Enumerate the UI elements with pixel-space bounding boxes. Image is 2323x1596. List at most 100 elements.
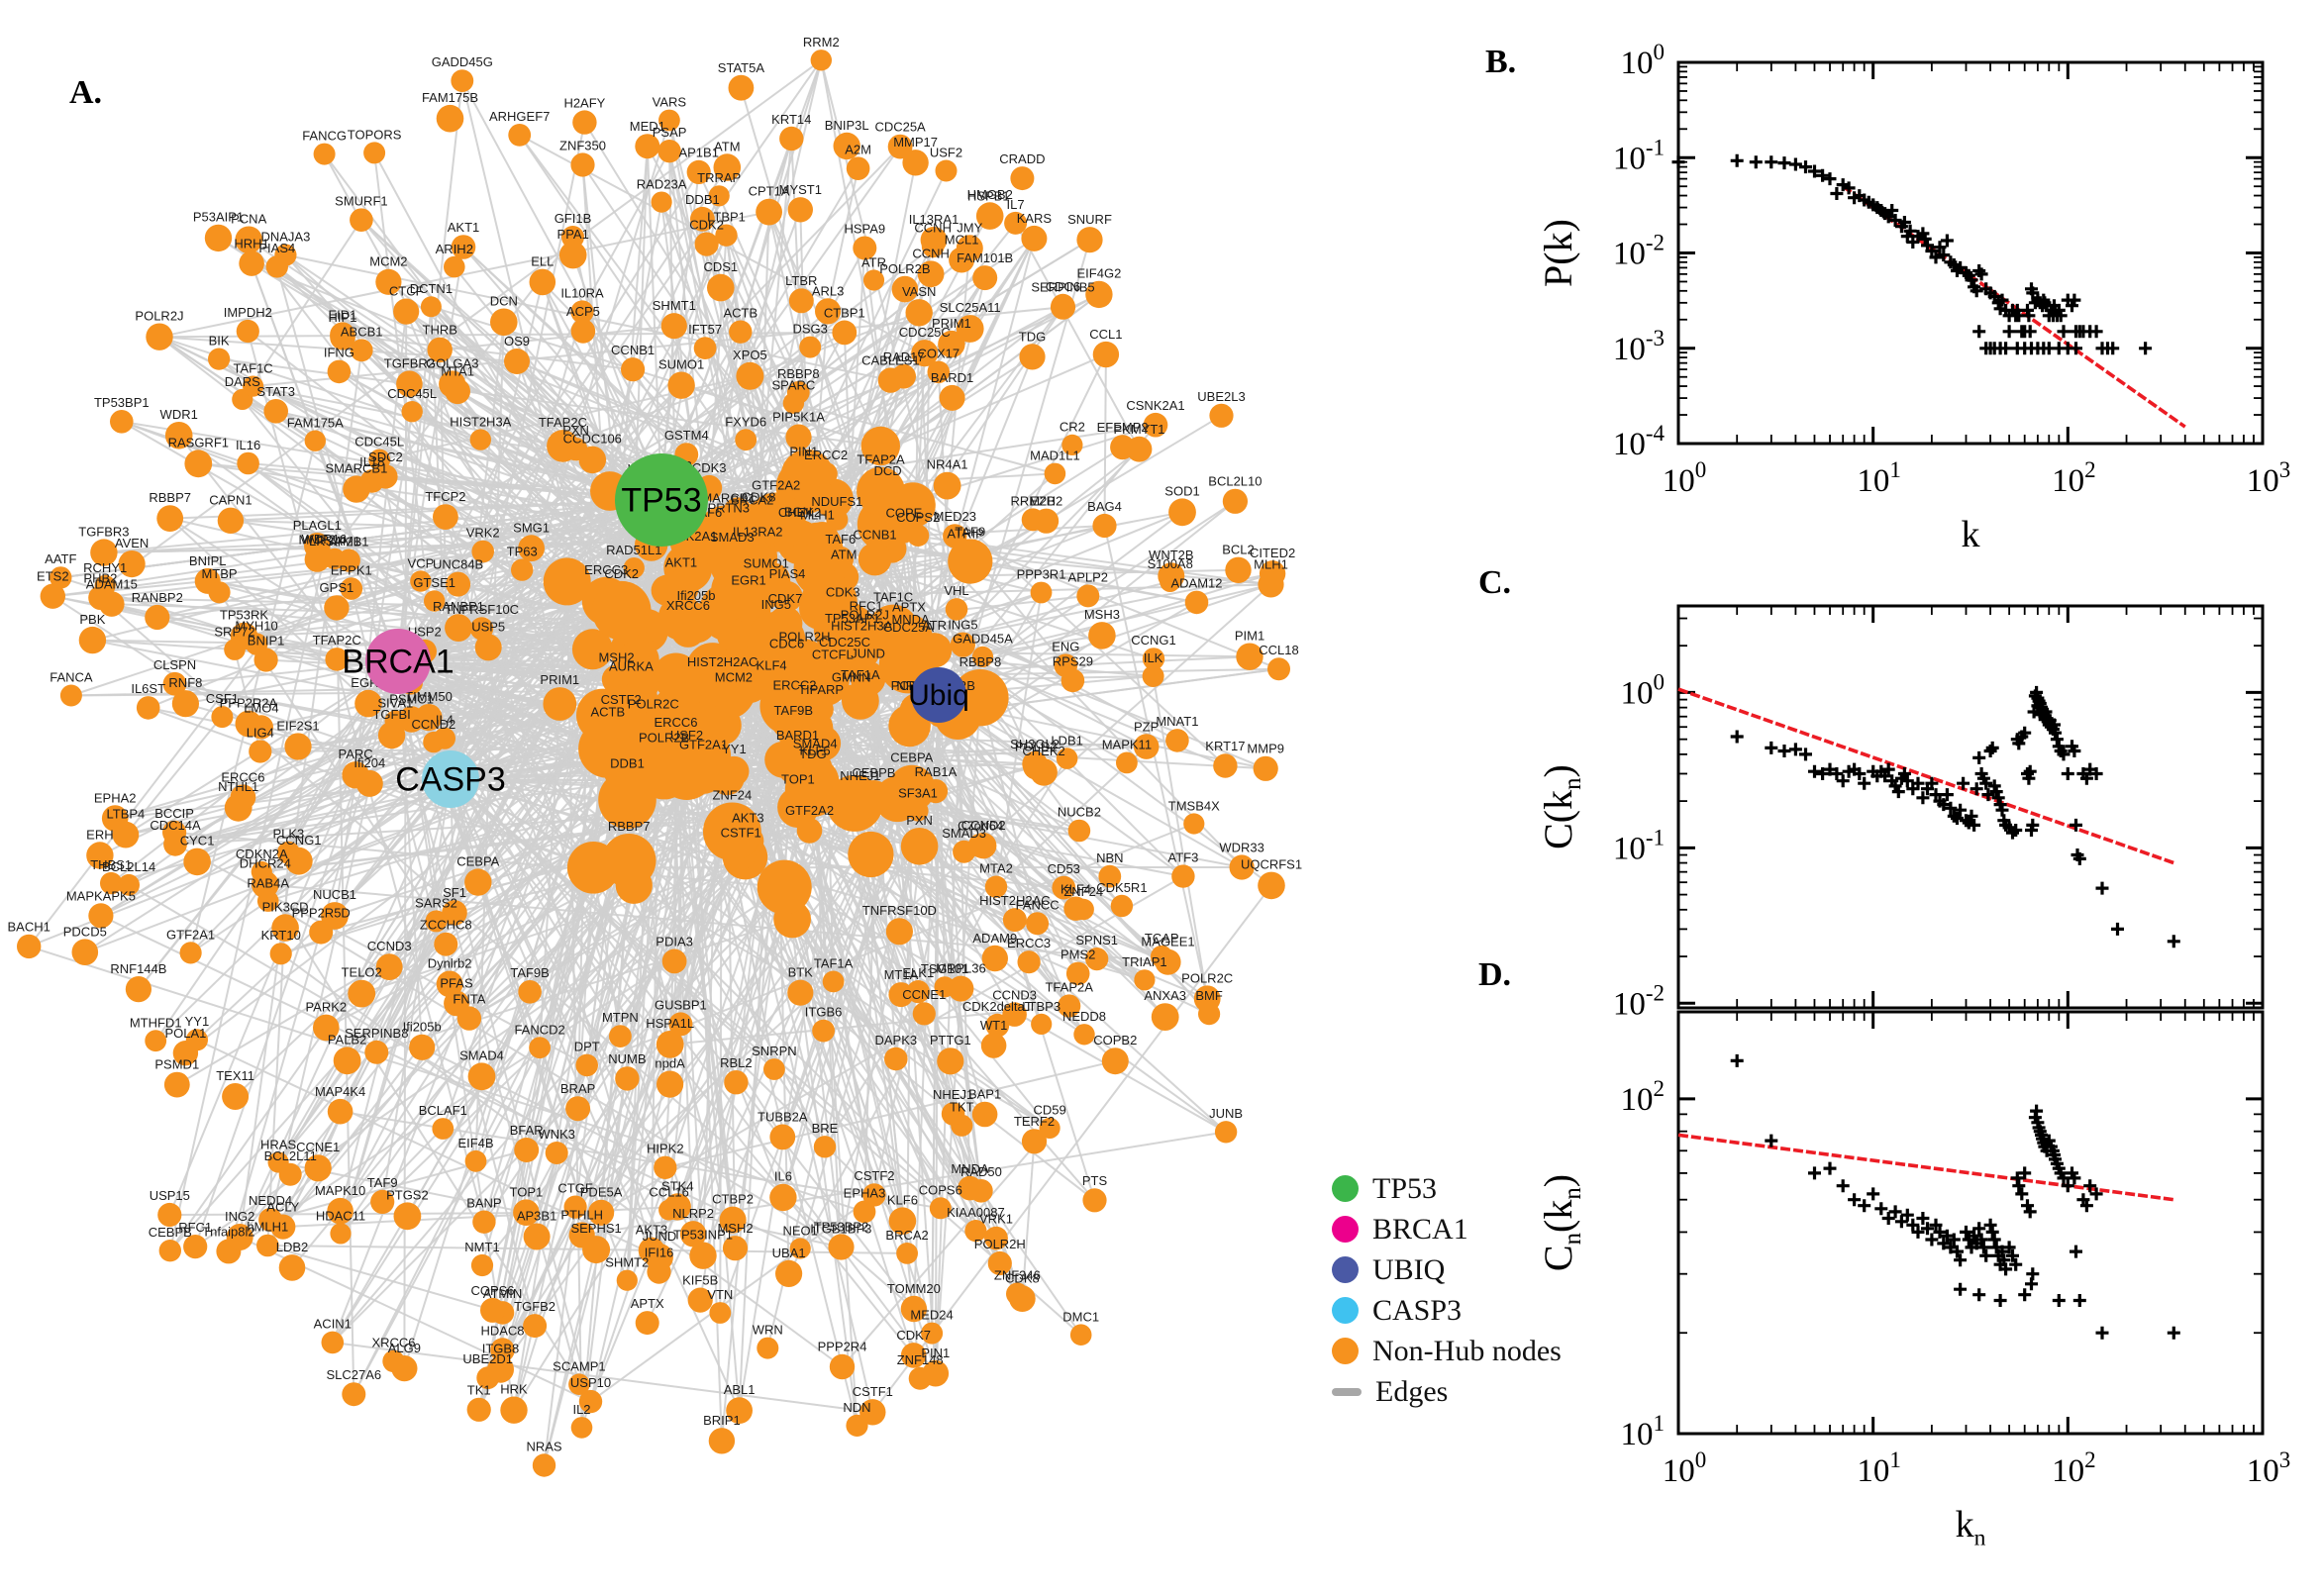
network-node-label: EIF2S1 bbox=[276, 718, 319, 733]
network-node-label: PTTG1 bbox=[930, 1033, 971, 1047]
network-node bbox=[661, 948, 687, 974]
network-node bbox=[715, 224, 738, 247]
network-node-label: XRCC6 bbox=[371, 1336, 415, 1350]
network-node-label: MSH3 bbox=[1084, 607, 1120, 622]
network-node-label: CDKN2A bbox=[236, 847, 288, 861]
network-node-label: TFAP2C bbox=[313, 633, 361, 648]
network-node-label: CEBPA bbox=[890, 750, 933, 765]
network-node bbox=[364, 1040, 389, 1064]
network-node-label: IMPDH2 bbox=[224, 305, 272, 320]
network-node bbox=[1072, 898, 1094, 921]
network-node bbox=[136, 696, 160, 720]
network-node-label: IL10RA bbox=[560, 285, 604, 300]
hub-label-ubiq: Ubiq bbox=[908, 679, 969, 712]
network-node bbox=[812, 1019, 835, 1043]
network-node-label: MED24 bbox=[910, 1308, 953, 1323]
network-node-label: LDB1 bbox=[1051, 733, 1083, 748]
network-node-label: FANCA bbox=[50, 670, 93, 685]
network-node bbox=[570, 319, 596, 344]
network-node-label: GTF2A2 bbox=[752, 478, 800, 493]
network-node bbox=[832, 320, 858, 346]
network-node bbox=[769, 1124, 796, 1150]
network-node-label: DCN bbox=[490, 294, 518, 309]
network-node-label: KRT14 bbox=[771, 112, 811, 127]
tick-label: 103 bbox=[2247, 457, 2291, 499]
network-node-label: BTK bbox=[788, 965, 814, 980]
network-node bbox=[912, 1002, 936, 1026]
network-node bbox=[99, 591, 125, 617]
network-node-label: Tnfaip8l2 bbox=[202, 1224, 254, 1239]
legend-item-nonhub: Non-Hub nodes bbox=[1332, 1331, 1629, 1371]
network-node-label: EID1 bbox=[328, 307, 356, 322]
network-node bbox=[1143, 412, 1168, 438]
network-node-label: XPO5 bbox=[733, 348, 767, 362]
network-node-label: PXN bbox=[562, 423, 589, 438]
network-node-label: MLH1 bbox=[800, 508, 835, 523]
network-node-label: NMT1 bbox=[464, 1240, 499, 1254]
network-node bbox=[1150, 945, 1173, 968]
network-node bbox=[887, 134, 913, 159]
network-node-label: POLA1 bbox=[164, 1026, 206, 1041]
network-node-label: UBA1 bbox=[772, 1246, 806, 1260]
network-node-label: GTF2A1 bbox=[679, 738, 728, 752]
network-node-label: PCNA bbox=[231, 212, 266, 227]
network-node-label: WRN bbox=[753, 1323, 783, 1338]
network-node bbox=[518, 980, 542, 1004]
network-node-label: RANBP1 bbox=[433, 599, 484, 614]
network-node-label: JMY bbox=[957, 220, 982, 235]
network-node bbox=[796, 818, 823, 844]
network-node-label: APTX bbox=[892, 600, 926, 615]
network-node bbox=[425, 910, 448, 933]
network-node bbox=[451, 69, 474, 92]
network-node-label: SARS2 bbox=[415, 895, 457, 910]
network-node-label: DHCR24 bbox=[240, 856, 291, 871]
network-node bbox=[330, 324, 355, 350]
network-node bbox=[529, 1037, 551, 1059]
network-node bbox=[907, 800, 929, 822]
network-node-label: PFAS bbox=[440, 976, 473, 991]
scatter-points bbox=[1730, 685, 2180, 948]
network-node bbox=[668, 1012, 693, 1037]
network-node bbox=[1225, 556, 1252, 583]
network-node-label: CHEK2 bbox=[1022, 744, 1064, 758]
network-node-label: ABL1 bbox=[724, 1382, 756, 1397]
network-node bbox=[224, 639, 246, 660]
network-node-label: PIK3CD bbox=[262, 899, 309, 914]
network-node-label: MMP2 bbox=[299, 532, 337, 547]
network-node-label: SF1 bbox=[443, 885, 466, 900]
network-node bbox=[342, 1382, 366, 1407]
network-node-label: HRK bbox=[500, 1382, 528, 1397]
network-node bbox=[267, 1151, 289, 1173]
network-node bbox=[787, 197, 813, 223]
network-node bbox=[635, 134, 660, 159]
network-node-label: PPP2R5D bbox=[292, 906, 351, 921]
network-node-label: RAB4A bbox=[247, 875, 289, 890]
network-node-label: CSTF2 bbox=[854, 1168, 894, 1183]
network-node-label: H2AFY bbox=[563, 95, 605, 110]
network-node-label: CHEK2 bbox=[778, 505, 821, 520]
network-node-label: CDC6 bbox=[1046, 279, 1080, 294]
network-node-label: GTF2A2 bbox=[785, 803, 834, 818]
network-node-label: VARS bbox=[653, 95, 687, 110]
fit-line bbox=[1677, 1133, 2174, 1202]
network-node-label: SHMT2 bbox=[605, 1255, 649, 1270]
legend-label-edges: Edges bbox=[1375, 1374, 1449, 1408]
network-node bbox=[902, 150, 929, 176]
network-node bbox=[490, 308, 518, 337]
network-node-label: VCP bbox=[408, 555, 435, 570]
network-node-label: WT1 bbox=[980, 1018, 1007, 1033]
network-node bbox=[321, 1331, 345, 1354]
tick-label: 10-2 bbox=[1613, 980, 1665, 1022]
network-node-label: RBBP7 bbox=[149, 490, 191, 505]
network-node-label: ING5 bbox=[948, 618, 977, 633]
network-node-label: HSPA1L bbox=[646, 1016, 694, 1031]
network-node bbox=[657, 743, 716, 800]
network-node-label: TAF9 bbox=[367, 1175, 398, 1190]
network-node bbox=[125, 976, 152, 1003]
network-node-label: CDK3 bbox=[826, 585, 860, 600]
network-node-label: TAF9B bbox=[774, 703, 814, 718]
network-node bbox=[1017, 950, 1041, 974]
network-node bbox=[1142, 648, 1165, 670]
network-node-label: ATRIP bbox=[947, 526, 983, 541]
network-node bbox=[464, 1149, 487, 1172]
